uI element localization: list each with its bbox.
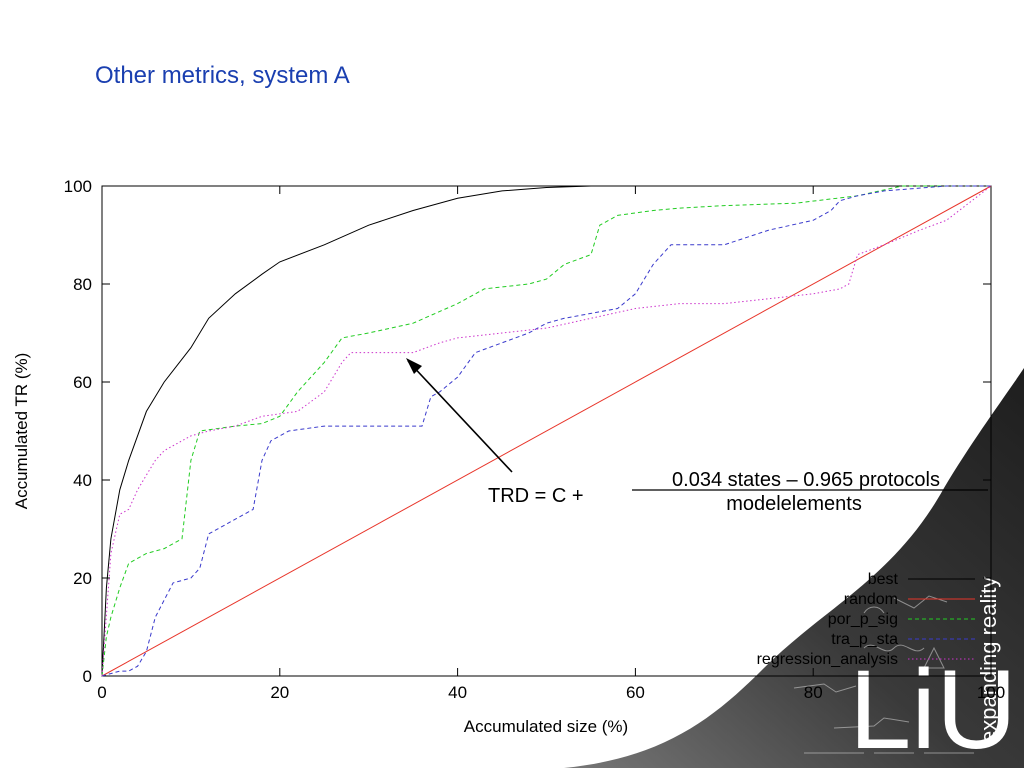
legend-label-best: best [868,571,899,588]
y-tick-label: 60 [73,373,92,392]
plot-frame [101,185,992,677]
formula-numerator: 0.034 states – 0.965 protocols [672,469,940,491]
series-line-best [101,185,991,677]
legend-label-por-p-sig: por_p_sig [828,611,898,628]
branding-dark-panel [564,368,1024,768]
series-line-regression-analysis [101,185,992,677]
legend-label-random: random [844,591,898,608]
legend-label-regression-analysis: regression_analysis [757,651,898,668]
axis-ticks: 0 20 40 60 80 100 0 20 40 60 80 100 [64,177,1006,702]
x-axis-label: Accumulated size (%) [464,717,628,736]
annotation-arrow-shaft [407,360,513,473]
liu-branding: LiU expanding reality [564,368,1024,768]
series-line-por-p-sig [101,185,991,677]
x-tick-label: 60 [626,683,645,702]
y-tick-label: 20 [73,569,92,588]
formula-denominator: modelelements [726,493,862,515]
legend: best random por_p_sig tra_p_sta regression_a… [757,571,975,668]
slide-title: Other metrics, system A [95,62,350,89]
legend-label-tra-p-sta: tra_p_sta [831,631,898,648]
y-tick-label: 100 [64,177,92,196]
x-tick-label: 0 [97,683,106,702]
liu-logo: LiU [849,647,1017,768]
x-tick-label: 20 [270,683,289,702]
y-axis-label: Accumulated TR (%) [12,353,31,510]
annotation-arrowhead [406,358,422,374]
liu-tagline: expanding reality [976,577,1001,743]
y-tick-label: 40 [73,471,92,490]
x-tick-label: 100 [977,683,1005,702]
y-tick-label: 80 [73,275,92,294]
x-tick-label: 40 [448,683,467,702]
x-tick-label: 80 [804,683,823,702]
trd-annotation: TRD = C + 0.034 states – 0.965 protocols… [406,358,988,515]
y-tick-label: 0 [83,667,92,686]
series-line-random [101,185,992,677]
series-layer [101,185,992,677]
formula-lhs: TRD = C + [488,485,584,507]
